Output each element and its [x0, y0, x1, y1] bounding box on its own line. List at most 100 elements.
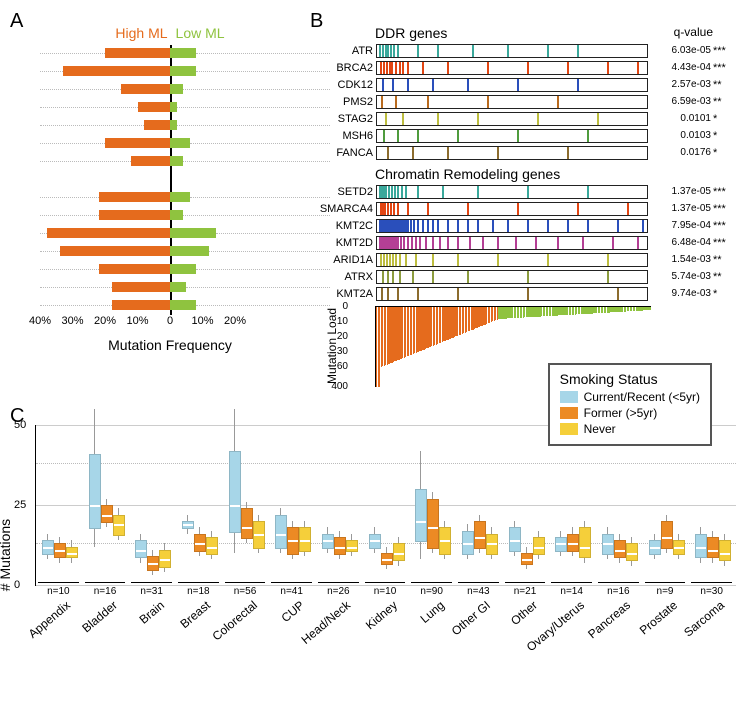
gene-track — [376, 112, 648, 126]
category-label: CUP — [278, 598, 306, 625]
gene-row: ARID1A1.54e-03** — [315, 252, 735, 267]
panel-a-axis-label: Mutation Frequency — [30, 337, 310, 353]
boxplot-box — [241, 508, 253, 539]
gene-row: ATRX5.74e-03** — [315, 269, 735, 284]
boxplot-box — [521, 553, 533, 565]
boxplot-box — [509, 527, 521, 551]
figure: A B C High ML Low ML 40%30%20%10%010%20%… — [10, 10, 742, 695]
boxplot-box — [194, 534, 206, 552]
gene-track — [376, 146, 648, 160]
mutation-freq-row — [40, 65, 300, 77]
mutation-freq-row — [40, 137, 300, 149]
mutation-freq-row — [40, 245, 300, 257]
gene-name: SETD2 — [315, 186, 376, 198]
boxplot-box — [381, 553, 393, 565]
boxplot-box — [719, 540, 731, 561]
panel-c-ylabel: # Mutations — [0, 519, 13, 591]
boxplot-box — [206, 537, 218, 555]
boxplot-box — [101, 505, 113, 523]
gene-group-title: Chromatin Remodeling genes — [375, 166, 735, 182]
n-label: n=10 — [47, 586, 70, 597]
panel-a-header: High ML Low ML — [30, 25, 310, 41]
mutation-freq-row — [40, 119, 300, 131]
y-tick: 25 — [14, 499, 26, 511]
mutation-freq-row — [40, 209, 300, 221]
gene-track — [376, 78, 648, 92]
gene-row: SETD2 1.37e-05*** — [315, 184, 735, 199]
n-label: n=21 — [514, 586, 537, 597]
n-label: n=26 — [327, 586, 350, 597]
category-label: Other GI — [449, 598, 493, 638]
boxplot-box — [555, 537, 567, 552]
mutation-freq-row — [40, 83, 300, 95]
category-label: Brain — [136, 598, 166, 627]
significance-stars: ** — [711, 254, 735, 266]
q-value: 4.43e-04 — [648, 62, 711, 73]
gene-name: ATRX — [315, 271, 376, 283]
category-label: Colorectal — [210, 598, 260, 643]
gene-track — [376, 95, 648, 109]
gene-name: CDK12 — [315, 79, 376, 91]
gene-row: STAG20.0101* — [315, 111, 735, 126]
boxplot-box — [287, 527, 299, 555]
panel-a-label: A — [10, 10, 23, 33]
significance-stars: *** — [711, 186, 735, 198]
boxplot-box — [533, 537, 545, 555]
boxplot-box — [334, 537, 346, 555]
gene-track — [376, 185, 648, 199]
boxplot-box — [439, 527, 451, 555]
boxplot-box — [89, 454, 101, 530]
boxplot-box — [707, 537, 719, 558]
boxplot-box — [182, 521, 194, 529]
boxplot-box — [42, 540, 54, 555]
gene-row: KMT2A9.74e-03* — [315, 286, 735, 301]
gene-track — [376, 236, 648, 250]
q-value: 7.95e-04 — [648, 220, 711, 231]
q-value: 0.0176 — [648, 147, 711, 158]
gene-name: KMT2D — [315, 237, 376, 249]
significance-stars: *** — [711, 203, 735, 215]
n-label: n=9 — [657, 586, 674, 597]
n-label: n=18 — [187, 586, 210, 597]
gene-name: PMS2 — [315, 96, 376, 108]
category-label: Breast — [178, 598, 214, 631]
gene-track — [376, 219, 648, 233]
gene-row: SMARCA41.37e-05*** — [315, 201, 735, 216]
gene-name: KMT2A — [315, 288, 376, 300]
mutation-freq-row — [40, 263, 300, 275]
n-label: n=31 — [140, 586, 163, 597]
q-value: 1.37e-05 — [648, 186, 711, 197]
boxplot-box — [253, 521, 265, 549]
gene-track — [376, 44, 648, 58]
y-tick: 0 — [14, 579, 20, 591]
boxplot-box — [66, 547, 78, 559]
mutation-freq-row — [40, 299, 300, 311]
boxplot-box — [427, 499, 439, 549]
boxplot-area: 02550 — [35, 425, 736, 586]
boxplot-box — [229, 451, 241, 533]
gene-name: SMARCA4 — [315, 203, 376, 215]
panel-a-ticks: 40%30%20%10%010%20% — [40, 315, 300, 335]
boxplot-box — [147, 556, 159, 571]
boxplot-box — [299, 527, 311, 551]
significance-stars: ** — [711, 271, 735, 283]
boxplot-box — [369, 534, 381, 549]
gene-row: PMS26.59e-03** — [315, 94, 735, 109]
mutation-freq-row — [40, 155, 300, 167]
boxplot-box — [673, 540, 685, 555]
gene-name: BRCA2 — [315, 62, 376, 74]
gene-row: CDK122.57e-03** — [315, 77, 735, 92]
q-value: 9.74e-03 — [648, 288, 711, 299]
gene-row: KMT2C7.95e-04*** — [315, 218, 735, 233]
boxplot-box — [159, 550, 171, 568]
category-label: Sarcoma — [681, 598, 727, 640]
category-label: Appendix — [26, 598, 73, 641]
n-label: n=41 — [280, 586, 303, 597]
boxplot-box — [393, 543, 405, 561]
q-value: 2.57e-03 — [648, 79, 711, 90]
panel-b: q-value DDR genesATR6.03e-05***BRCA24.43… — [315, 25, 735, 387]
gene-row: MSH60.0103* — [315, 128, 735, 143]
n-label: n=30 — [700, 586, 723, 597]
significance-stars: *** — [711, 237, 735, 249]
mutation-freq-row — [40, 281, 300, 293]
